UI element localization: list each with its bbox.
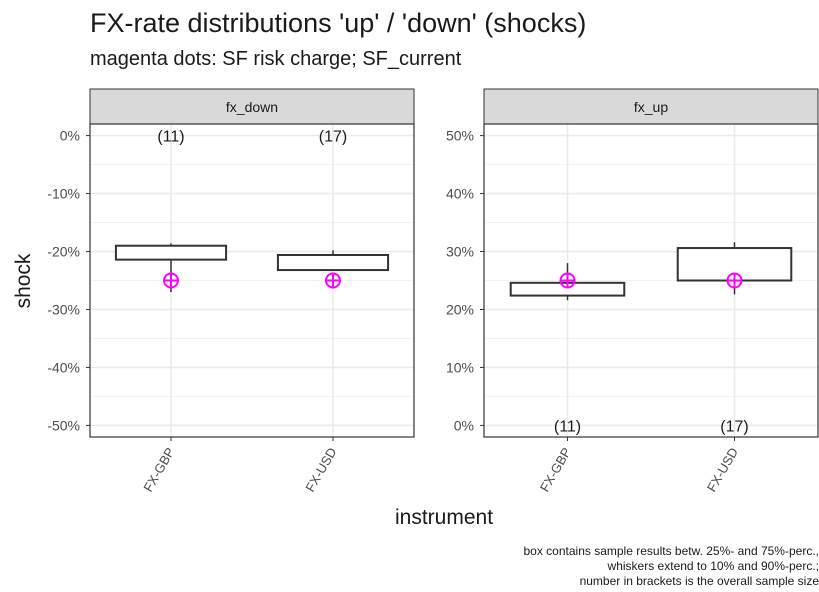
iqr-box <box>276 253 390 272</box>
y-tick-label: -30% <box>47 301 80 317</box>
sample-size-label: (17) <box>319 129 347 146</box>
y-tick-label: 10% <box>446 359 474 375</box>
panel-border <box>483 123 819 438</box>
chart-title: FX-rate distributions 'up' / 'down' (sho… <box>90 8 587 38</box>
facet-strip <box>89 88 415 125</box>
facet-strip <box>483 88 819 125</box>
facet-strip-label: fx_down <box>226 99 278 115</box>
y-tick-label: 0% <box>60 128 80 144</box>
y-tick-label: 0% <box>454 417 474 433</box>
y-tick-label: -20% <box>47 244 80 260</box>
y-tick-label: 30% <box>446 244 474 260</box>
x-tick-label: FX-GBP <box>537 445 574 494</box>
x-tick-label: FX-GBP <box>140 445 177 494</box>
y-axis-label: shock <box>12 253 35 309</box>
y-tick-label: 50% <box>446 128 474 144</box>
y-tick-label: -40% <box>47 359 80 375</box>
sample-size-label: (11) <box>554 418 581 435</box>
caption-line: box contains sample results betw. 25%- a… <box>523 544 819 558</box>
y-tick-label: 40% <box>446 186 474 202</box>
iqr-box <box>114 244 228 261</box>
y-tick-label: -50% <box>47 417 80 433</box>
y-tick-label: -10% <box>47 186 80 202</box>
facet-strip-label: fx_up <box>634 99 668 115</box>
panel-border <box>89 123 415 438</box>
caption-line: whiskers extend to 10% and 90%-perc.; <box>607 559 819 573</box>
x-tick-label: FX-USD <box>704 445 741 494</box>
sample-size-label: (11) <box>157 129 184 146</box>
sample-size-label: (17) <box>720 418 748 435</box>
caption-line: number in brackets is the overall sample… <box>579 574 819 588</box>
chart-caption: box contains sample results betw. 25%- a… <box>439 544 819 589</box>
x-axis-label: instrument <box>395 506 494 529</box>
x-tick-label: FX-USD <box>302 445 339 494</box>
chart-subtitle: magenta dots: SF risk charge; SF_current <box>90 48 462 70</box>
y-tick-label: 20% <box>446 301 474 317</box>
